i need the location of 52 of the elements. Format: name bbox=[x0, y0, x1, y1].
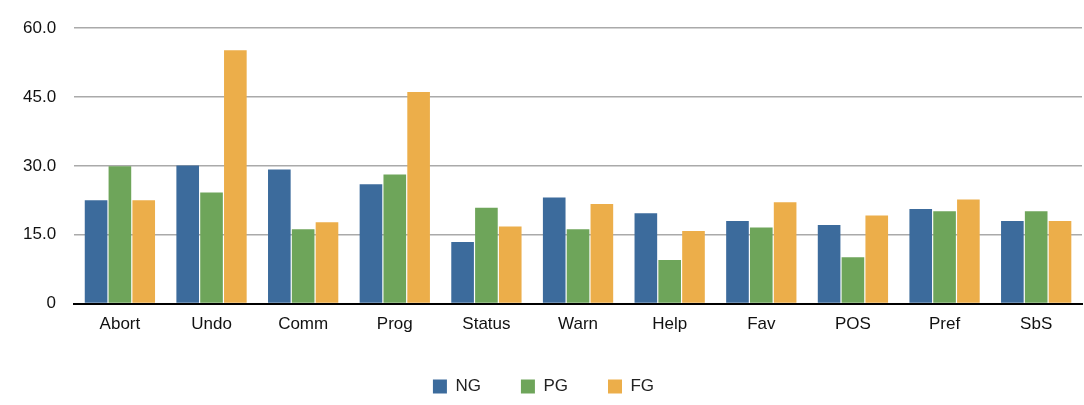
x-tick-label: Status bbox=[462, 314, 511, 334]
bar bbox=[841, 257, 865, 303]
bar bbox=[291, 229, 315, 303]
bar bbox=[749, 227, 773, 303]
bar bbox=[224, 50, 247, 303]
bar bbox=[658, 260, 681, 303]
bar bbox=[726, 220, 749, 303]
legend-label: NG bbox=[455, 376, 481, 396]
x-tick-label: Warn bbox=[558, 314, 599, 334]
bar bbox=[909, 209, 933, 303]
bar bbox=[268, 169, 291, 303]
bar bbox=[542, 197, 566, 303]
y-tick-label: 15.0 bbox=[22, 224, 57, 244]
bar bbox=[817, 225, 841, 303]
bar bbox=[84, 200, 108, 303]
x-tick-label: SbS bbox=[1020, 314, 1053, 334]
bar bbox=[773, 202, 797, 303]
legend-label: PG bbox=[543, 376, 568, 396]
y-tick-label: 0 bbox=[46, 293, 57, 313]
bar bbox=[383, 174, 407, 303]
bar bbox=[132, 200, 156, 303]
y-tick-label: 30.0 bbox=[22, 155, 57, 175]
y-tick-label: 45.0 bbox=[22, 86, 57, 106]
legend-label: FG bbox=[630, 376, 655, 396]
bar bbox=[359, 184, 383, 303]
bar bbox=[451, 242, 474, 303]
bar bbox=[475, 207, 498, 303]
bar bbox=[108, 166, 132, 303]
bar bbox=[590, 204, 614, 303]
x-tick-label: Help bbox=[652, 314, 688, 334]
x-tick-label: Comm bbox=[278, 314, 329, 334]
bar bbox=[1048, 220, 1072, 303]
bar bbox=[566, 229, 590, 303]
x-tick-label: Prog bbox=[376, 314, 413, 334]
y-tick-label: 60.0 bbox=[22, 17, 57, 37]
bar bbox=[682, 231, 705, 303]
bar bbox=[634, 213, 658, 303]
bar bbox=[1001, 220, 1024, 303]
x-tick-label: Undo bbox=[191, 314, 232, 334]
bar bbox=[933, 211, 956, 303]
bar bbox=[498, 226, 522, 303]
x-tick-label: Fav bbox=[747, 314, 776, 334]
bar bbox=[1024, 211, 1048, 303]
bar bbox=[315, 222, 339, 303]
x-tick-label: POS bbox=[834, 314, 871, 334]
x-tick-label: Abort bbox=[99, 314, 141, 334]
x-tick-label: Pref bbox=[928, 314, 961, 334]
bar bbox=[407, 92, 430, 303]
bar bbox=[957, 199, 980, 303]
bar bbox=[200, 192, 223, 303]
bar bbox=[176, 165, 200, 303]
bar bbox=[865, 215, 889, 303]
